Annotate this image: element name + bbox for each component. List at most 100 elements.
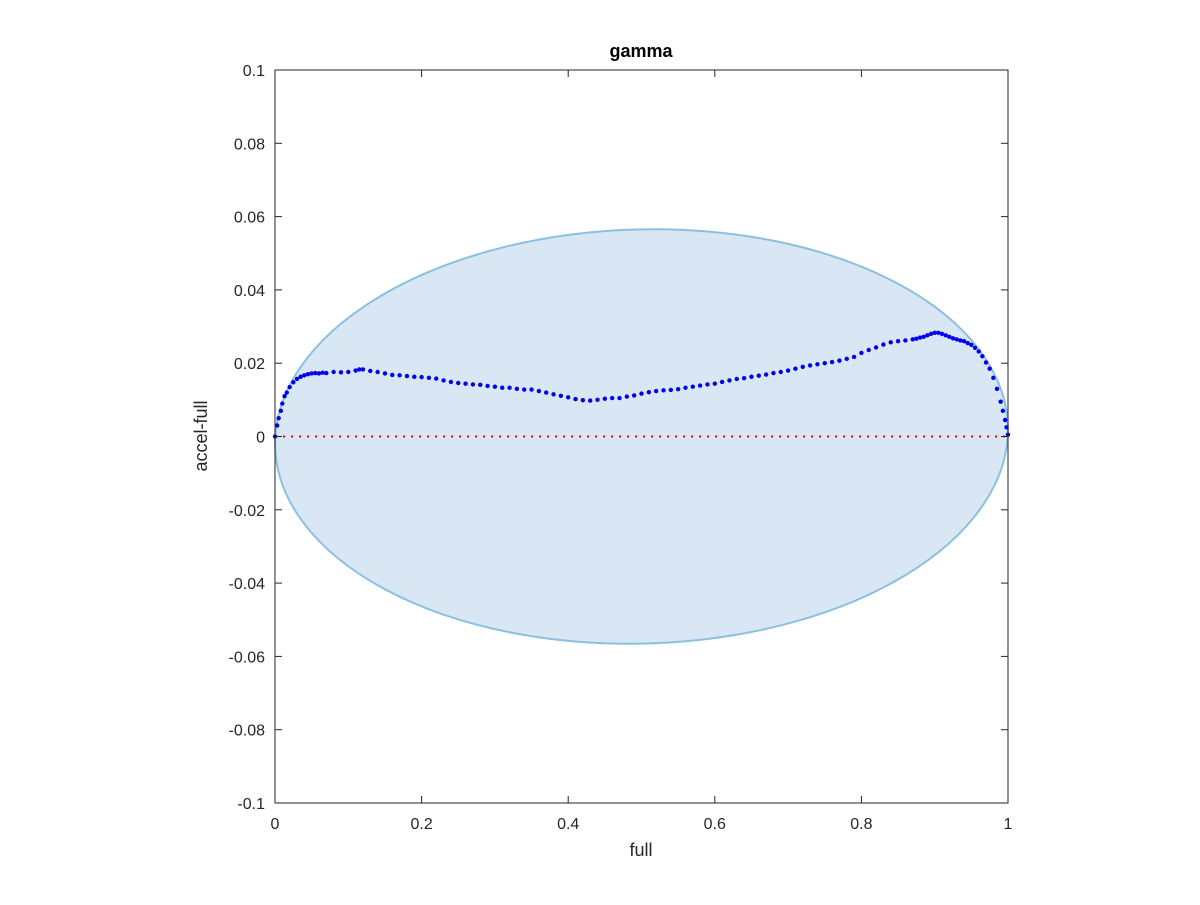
data-point bbox=[284, 390, 289, 395]
ellipse-layer bbox=[274, 228, 1009, 645]
data-point bbox=[470, 382, 476, 387]
data-point bbox=[958, 338, 963, 343]
data-point bbox=[987, 366, 992, 371]
data-point bbox=[280, 401, 285, 406]
data-point bbox=[573, 396, 578, 402]
confidence-ellipse bbox=[274, 228, 1009, 645]
data-point bbox=[287, 384, 292, 390]
data-point bbox=[478, 382, 483, 388]
data-point bbox=[851, 354, 857, 360]
data-point bbox=[712, 381, 717, 386]
data-point bbox=[500, 385, 505, 390]
x-tick-labels: 0 0.2 0.4 0.6 0.8 1 bbox=[271, 816, 1013, 833]
data-point bbox=[602, 396, 608, 401]
data-point bbox=[368, 368, 373, 374]
data-point bbox=[441, 378, 446, 383]
data-point bbox=[294, 376, 300, 382]
data-point bbox=[991, 375, 996, 381]
axes-layer bbox=[274, 69, 1009, 804]
data-point bbox=[932, 330, 937, 335]
data-point bbox=[375, 369, 380, 375]
data-point bbox=[917, 335, 923, 340]
data-point bbox=[646, 389, 652, 395]
data-point bbox=[456, 380, 461, 386]
x-tick-label: 0.4 bbox=[557, 816, 579, 833]
data-points-layer bbox=[272, 330, 1011, 439]
data-point bbox=[278, 408, 284, 414]
data-point bbox=[302, 373, 307, 378]
data-point bbox=[357, 367, 362, 372]
data-point bbox=[950, 336, 956, 341]
data-point bbox=[282, 393, 287, 399]
data-point bbox=[668, 387, 674, 393]
data-point bbox=[274, 423, 280, 428]
data-point bbox=[313, 370, 318, 376]
data-point bbox=[434, 376, 439, 381]
y-tick-label: 0 bbox=[256, 430, 265, 447]
data-point bbox=[412, 374, 417, 379]
y-axis-label: accel-full bbox=[191, 400, 211, 471]
data-point bbox=[873, 345, 879, 350]
data-point bbox=[793, 366, 798, 371]
data-point bbox=[514, 386, 520, 392]
data-point bbox=[980, 354, 985, 359]
data-point bbox=[994, 386, 1000, 392]
data-point bbox=[961, 339, 967, 344]
data-point bbox=[983, 360, 989, 365]
data-point bbox=[1002, 417, 1008, 423]
data-point bbox=[624, 394, 630, 399]
y-tick-label: -0.06 bbox=[229, 649, 266, 666]
data-point bbox=[976, 349, 981, 354]
data-point bbox=[522, 387, 527, 392]
y-tick-label: -0.08 bbox=[229, 723, 266, 740]
data-point bbox=[914, 336, 919, 341]
data-point bbox=[844, 356, 849, 362]
data-point bbox=[947, 334, 952, 340]
data-point bbox=[800, 364, 805, 370]
data-point bbox=[895, 339, 901, 344]
data-point bbox=[683, 385, 688, 390]
data-point bbox=[609, 395, 615, 401]
data-point bbox=[353, 368, 358, 373]
data-point bbox=[338, 370, 344, 375]
data-point bbox=[580, 398, 586, 403]
data-point bbox=[727, 378, 732, 383]
data-point bbox=[507, 385, 512, 390]
data-point bbox=[756, 373, 761, 378]
x-tick-label: 0.8 bbox=[850, 816, 872, 833]
data-point bbox=[661, 388, 666, 393]
data-point bbox=[346, 369, 351, 375]
y-tick-label: 0.04 bbox=[234, 283, 265, 300]
y-tick-label: 0.02 bbox=[234, 356, 265, 373]
data-point bbox=[969, 342, 974, 348]
data-point bbox=[921, 334, 926, 340]
data-point bbox=[881, 342, 886, 347]
data-point bbox=[360, 367, 366, 372]
data-point bbox=[785, 368, 791, 373]
y-tick-label: 0.06 bbox=[234, 210, 265, 227]
x-tick-label: 0 bbox=[271, 816, 280, 833]
data-point bbox=[778, 369, 783, 375]
data-point bbox=[382, 371, 388, 376]
data-point bbox=[631, 393, 637, 398]
data-point bbox=[426, 375, 432, 381]
data-point bbox=[965, 340, 970, 346]
data-point bbox=[587, 398, 593, 403]
data-point bbox=[536, 388, 542, 394]
x-tick-label: 1 bbox=[1004, 816, 1013, 833]
data-point bbox=[719, 379, 725, 385]
data-point bbox=[529, 387, 534, 392]
data-point bbox=[910, 337, 915, 342]
data-point bbox=[939, 331, 945, 337]
data-point bbox=[943, 333, 948, 338]
data-point bbox=[866, 347, 871, 353]
x-axis-label: full bbox=[629, 840, 652, 860]
data-point bbox=[653, 388, 659, 394]
data-point bbox=[972, 345, 978, 351]
data-point bbox=[566, 395, 571, 400]
data-point bbox=[331, 369, 336, 375]
data-point bbox=[1000, 408, 1006, 414]
data-point bbox=[859, 350, 864, 356]
data-point bbox=[639, 391, 644, 396]
data-point bbox=[697, 383, 703, 388]
